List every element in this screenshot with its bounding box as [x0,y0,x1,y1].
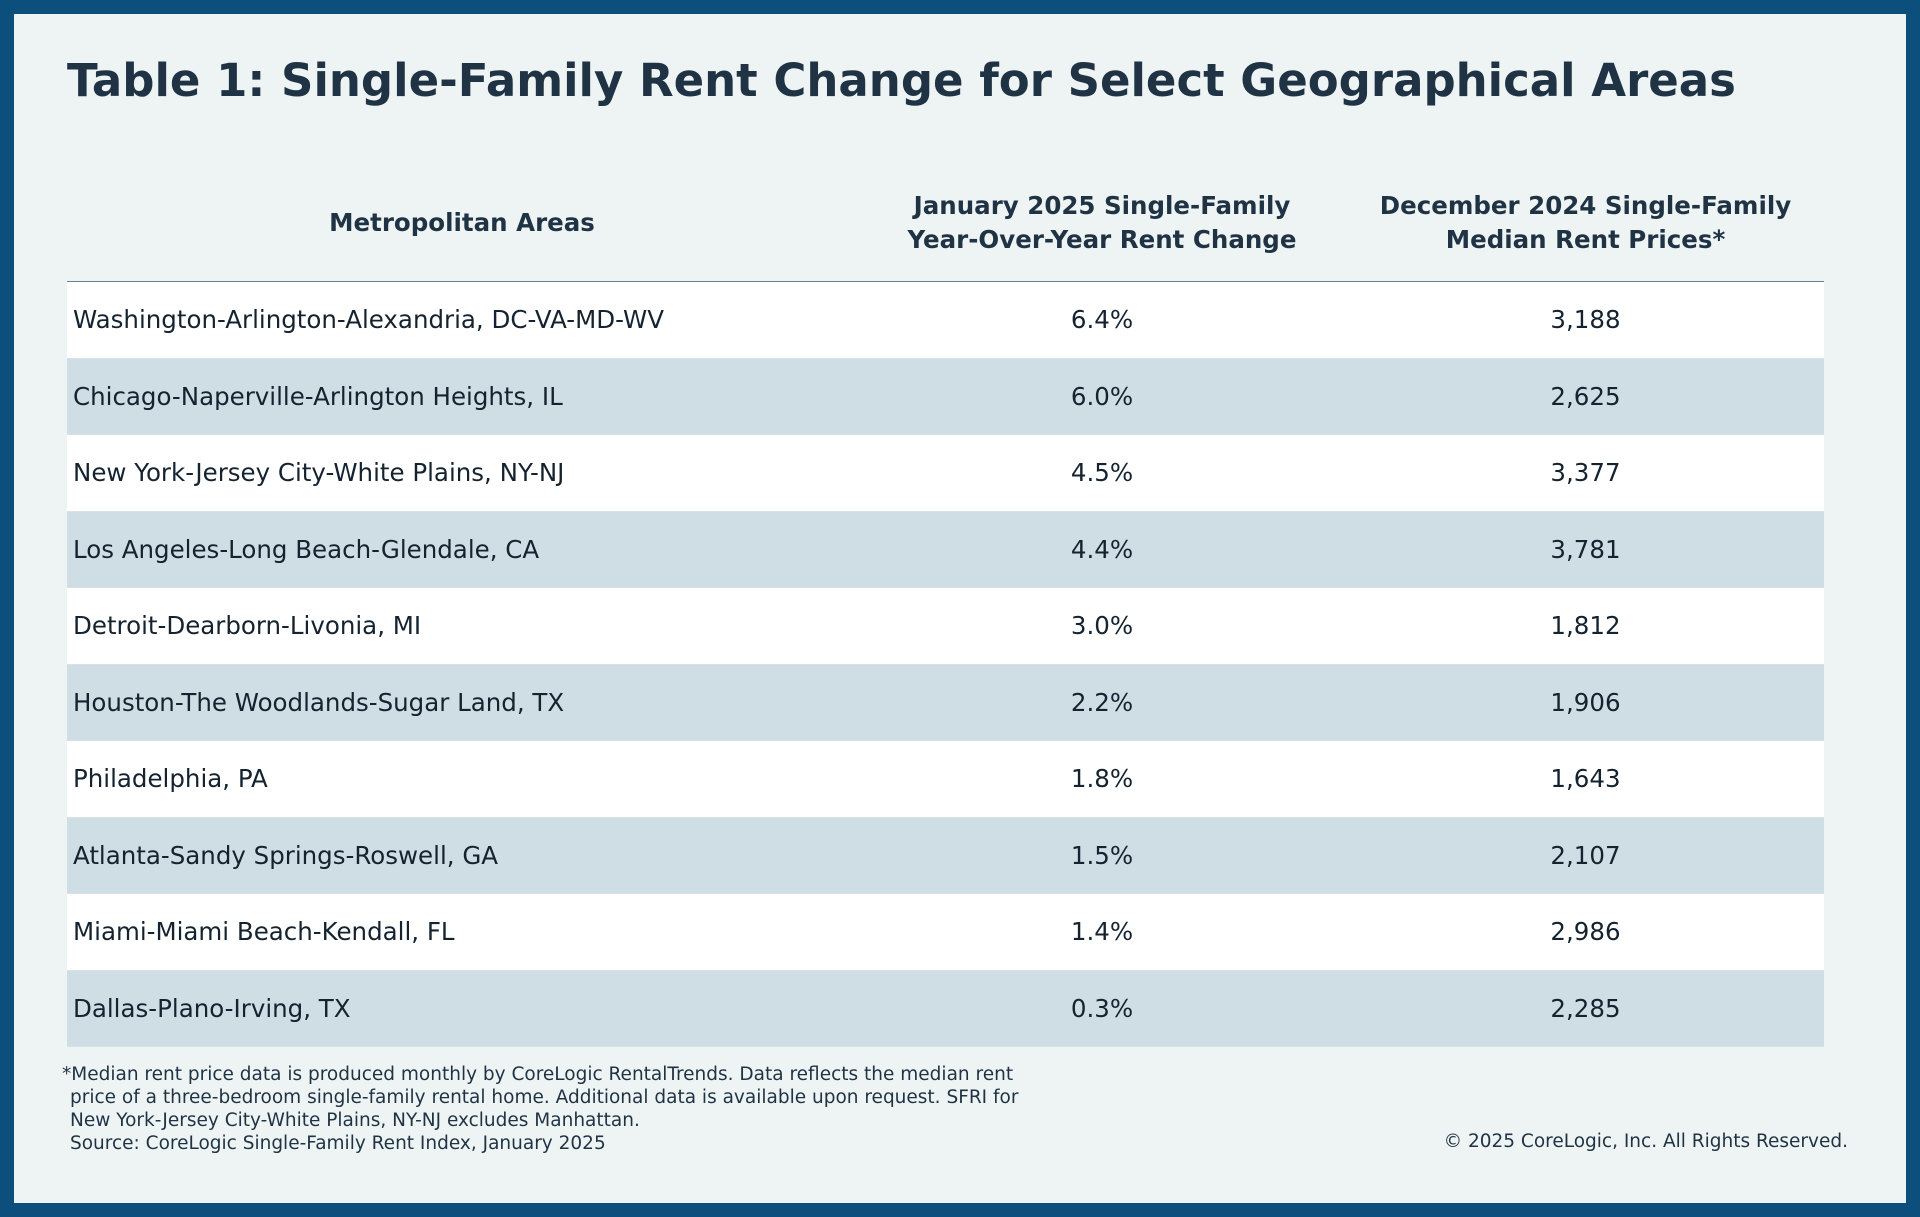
cell-metro-area: Detroit-Dearborn-Livonia, MI [73,611,422,641]
cell-median-rent: 1,812 [1550,611,1621,641]
cell-metro-area: Miami-Miami Beach-Kendall, FL [73,917,455,947]
cell-median-rent: 2,285 [1550,993,1621,1023]
cell-metro-area: Dallas-Plano-Irving, TX [73,993,351,1023]
cell-metro-area: Houston-The Woodlands-Sugar Land, TX [73,687,565,717]
cell-metro-area: Philadelphia, PA [73,764,268,794]
cell-median-rent: 1,643 [1550,764,1621,794]
header-median-rent: December 2024 Single-Family Median Rent … [1379,191,1792,254]
cell-metro-area: New York-Jersey City-White Plains, NY-NJ [73,458,565,488]
cell-median-rent: 2,107 [1550,840,1621,870]
table-row: Detroit-Dearborn-Livonia, MI 3.0% 1,812 [67,588,1824,665]
footnote: *Median rent price data is produced mont… [62,1063,1018,1155]
cell-rent-change: 1.5% [1070,840,1134,870]
cell-metro-area: Atlanta-Sandy Springs-Roswell, GA [73,840,499,870]
header-metropolitan-areas: Metropolitan Areas [329,208,595,237]
cell-rent-change: 3.0% [1070,611,1134,641]
table-body: Washington-Arlington-Alexandria, DC-VA-M… [67,282,1824,1047]
table-row: Los Angeles-Long Beach-Glendale, CA 4.4% 3… [67,511,1824,588]
header-rent-change: January 2025 Single-Family Year-Over-Yea… [907,191,1297,254]
cell-rent-change: 6.0% [1070,381,1134,411]
cell-median-rent: 3,377 [1550,458,1621,488]
cell-metro-area: Chicago-Naperville-Arlington Heights, IL [73,381,563,411]
table-header: Metropolitan Areas January 2025 Single-F… [67,165,1824,282]
data-table: Metropolitan Areas January 2025 Single-F… [67,165,1824,1047]
source-line: Source: CoreLogic Single-Family Rent Ind… [70,1133,606,1154]
table-row: Philadelphia, PA 1.8% 1,643 [67,741,1824,818]
table-row: Houston-The Woodlands-Sugar Land, TX 2.2%… [67,664,1824,741]
page-title: Table 1: Single-Family Rent Change for S… [67,54,1736,107]
footnote-line: price of a three-bedroom single-family r… [70,1087,1019,1108]
cell-metro-area: Washington-Arlington-Alexandria, DC-VA-M… [73,305,664,335]
cell-rent-change: 4.4% [1070,534,1134,564]
table-row: Miami-Miami Beach-Kendall, FL 1.4% 2,986 [67,894,1824,971]
cell-rent-change: 1.4% [1070,917,1134,947]
table-row: Washington-Arlington-Alexandria, DC-VA-M… [67,282,1824,359]
table-row: Chicago-Naperville-Arlington Heights, IL… [67,358,1824,435]
cell-median-rent: 3,781 [1550,534,1621,564]
footnote-line: *Median rent price data is produced mont… [62,1064,1014,1085]
cell-median-rent: 1,906 [1550,687,1621,717]
cell-rent-change: 1.8% [1070,764,1134,794]
table-row: Atlanta-Sandy Springs-Roswell, GA 1.5% 2,1… [67,817,1824,894]
cell-rent-change: 0.3% [1070,993,1134,1023]
cell-rent-change: 2.2% [1070,687,1134,717]
cell-metro-area: Los Angeles-Long Beach-Glendale, CA [73,534,540,564]
footnote-line: New York-Jersey City-White Plains, NY-NJ… [70,1110,640,1131]
copyright-notice: © 2025 CoreLogic, Inc. All Rights Reserv… [1443,1131,1848,1152]
cell-rent-change: 6.4% [1070,305,1134,335]
cell-median-rent: 2,986 [1550,917,1621,947]
cell-rent-change: 4.5% [1070,458,1134,488]
cell-median-rent: 2,625 [1550,381,1621,411]
cell-median-rent: 3,188 [1550,305,1621,335]
table-row: Dallas-Plano-Irving, TX 0.3% 2,285 [67,970,1824,1047]
table-row: New York-Jersey City-White Plains, NY-NJ… [67,435,1824,512]
